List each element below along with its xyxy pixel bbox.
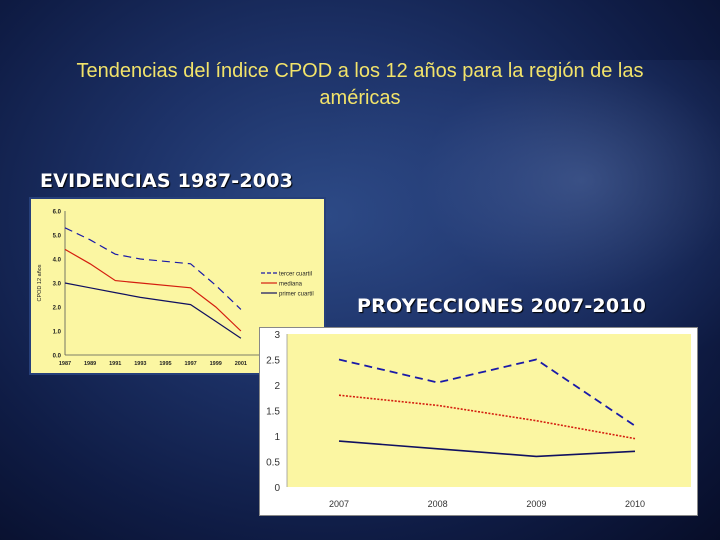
x-tick-label: 1991 — [109, 361, 121, 367]
y-tick-label: 1 — [274, 432, 280, 443]
x-tick-label: 1995 — [159, 361, 171, 367]
y-tick-label: 5.0 — [53, 234, 62, 240]
x-tick-label: 1989 — [84, 361, 96, 367]
series-line-tercer-cuartil — [64, 227, 242, 310]
series-line-tercer-cuartil — [338, 358, 636, 427]
legend-label: mediana — [279, 282, 303, 288]
x-tick-label: 2010 — [625, 499, 645, 509]
x-tick-label: 2001 — [235, 361, 247, 367]
y-tick-label: 3 — [274, 330, 280, 341]
chart-proyecciones: 0 0.5 1 1.5 2 2.5 3 2007 2008 2009 2010 — [266, 330, 691, 509]
x-tick-label: 2008 — [428, 499, 448, 509]
heading-proyecciones: PROYECCIONES 2007-2010 — [357, 295, 647, 317]
series-line-mediana — [64, 248, 242, 332]
series-line-primer-cuartil — [338, 440, 636, 458]
legend-label: tercer cuartil — [279, 272, 312, 278]
y-axis-label: CPOD 12 años — [37, 264, 43, 301]
x-tick-label: 2009 — [526, 499, 546, 509]
x-tick-label: 1987 — [59, 361, 71, 367]
y-tick-label: 0.0 — [53, 354, 62, 360]
plot-area — [287, 334, 691, 487]
x-tick-label: 1997 — [185, 361, 197, 367]
heading-evidencias: EVIDENCIAS 1987-2003 — [40, 170, 294, 192]
plot-area — [65, 211, 266, 355]
chart-panel-evidencias: 0.0 1.0 2.0 3.0 4.0 5.0 6.0 1987 1989 1991 1993 199… — [29, 197, 326, 375]
x-tick-label: 1999 — [210, 361, 222, 367]
y-tick-label: 1.5 — [266, 407, 280, 418]
y-tick-label: 2.5 — [266, 356, 280, 367]
y-tick-label: 6.0 — [53, 210, 62, 216]
chart-panel-proyecciones: 0 0.5 1 1.5 2 2.5 3 2007 2008 2009 2010 — [259, 327, 698, 516]
y-tick-label: 0.5 — [266, 458, 280, 469]
y-tick-label: 2 — [274, 381, 280, 392]
y-tick-label: 2.0 — [53, 306, 62, 312]
x-tick-label: 1993 — [134, 361, 146, 367]
chart-evidencias: 0.0 1.0 2.0 3.0 4.0 5.0 6.0 1987 1989 1991 1993 199… — [37, 210, 314, 368]
y-tick-label: 3.0 — [53, 282, 62, 288]
legend-label: primer cuartil — [279, 292, 314, 298]
y-tick-label: 1.0 — [53, 330, 62, 336]
series-line-mediana — [338, 394, 636, 440]
y-tick-label: 4.0 — [53, 258, 62, 264]
slide-title: Tendencias del índice CPOD a los 12 años… — [76, 60, 644, 109]
x-tick-label: 2007 — [329, 499, 349, 509]
series-line-primer-cuartil — [64, 282, 242, 339]
y-tick-label: 0 — [274, 483, 280, 494]
